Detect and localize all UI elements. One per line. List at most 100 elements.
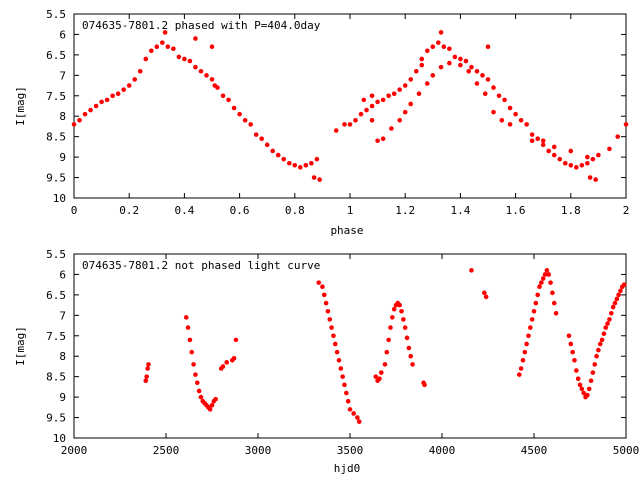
data-point — [546, 272, 552, 277]
data-point — [548, 280, 553, 285]
data-point — [99, 99, 104, 105]
data-point — [562, 160, 568, 166]
phased-points — [71, 30, 629, 182]
data-point — [165, 44, 171, 50]
data-point — [539, 280, 544, 285]
data-point — [540, 138, 546, 144]
phased-y-tick-label: 8 — [59, 110, 66, 123]
data-point — [419, 56, 425, 62]
data-point — [121, 87, 126, 92]
data-point — [375, 138, 380, 144]
unphased-y-tick-label: 7.5 — [46, 330, 66, 343]
data-point — [212, 83, 218, 88]
data-point — [466, 68, 471, 74]
phased-x-tick-label: 0.6 — [230, 204, 250, 217]
data-point — [410, 362, 415, 367]
data-point — [242, 118, 248, 123]
data-point — [146, 362, 151, 367]
data-point — [145, 366, 150, 371]
data-point — [237, 111, 242, 117]
data-point — [518, 366, 524, 371]
data-point — [463, 58, 469, 64]
data-point — [378, 370, 384, 375]
data-point — [316, 280, 322, 285]
data-point — [401, 317, 406, 322]
data-point — [332, 341, 338, 347]
data-point — [264, 142, 270, 148]
data-point — [347, 122, 353, 127]
data-point — [406, 345, 412, 351]
data-point — [77, 118, 82, 123]
unphased-x-tick-label: 3000 — [245, 444, 272, 457]
data-point — [388, 325, 393, 330]
data-point — [347, 407, 353, 412]
unphased-x-tick-label: 4500 — [521, 444, 548, 457]
data-point — [436, 40, 441, 45]
unphased-y-tick-label: 7 — [59, 309, 66, 322]
data-point — [132, 77, 138, 82]
data-point — [317, 177, 322, 182]
data-point — [590, 370, 596, 375]
data-point — [447, 60, 452, 66]
unphased-x-ticks: 2000 2500 3000 3500 4000 4500 5000 — [61, 254, 640, 457]
data-point — [193, 372, 198, 377]
unphased-x-tick-label: 3500 — [337, 444, 364, 457]
unphased-x-tick-label: 5000 — [613, 444, 640, 457]
data-point — [441, 44, 447, 50]
data-point — [544, 268, 550, 273]
data-point — [369, 93, 375, 99]
data-point — [518, 118, 524, 123]
data-point — [187, 337, 193, 343]
data-point — [231, 355, 237, 361]
data-point — [605, 321, 610, 326]
phased-y-ticks: 5.5 6 6.5 7 7.5 8 8.5 9 9.5 10 — [46, 8, 626, 205]
data-point — [402, 325, 408, 330]
data-point — [402, 83, 408, 88]
data-point — [496, 93, 502, 99]
data-point — [614, 296, 620, 302]
data-point — [546, 148, 552, 154]
data-point — [572, 358, 577, 363]
phased-x-tick-label: 1.2 — [395, 204, 415, 217]
phased-x-tick-label: 0 — [71, 204, 78, 217]
data-point — [615, 134, 621, 139]
data-point — [524, 341, 529, 347]
data-point — [551, 152, 557, 158]
phased-y-tick-label: 10 — [53, 192, 66, 205]
data-point — [148, 48, 154, 54]
data-point — [601, 331, 607, 337]
data-point — [154, 44, 160, 50]
data-point — [329, 325, 334, 330]
data-point — [592, 362, 598, 367]
data-point — [502, 97, 507, 103]
phased-y-tick-label: 6 — [59, 28, 66, 41]
data-point — [248, 122, 253, 127]
data-point — [298, 165, 303, 170]
data-point — [491, 85, 496, 90]
data-point — [207, 407, 213, 412]
phased-plot-frame — [73, 13, 627, 199]
data-point — [333, 128, 339, 133]
data-point — [209, 44, 215, 50]
data-point — [342, 382, 347, 388]
data-point — [355, 415, 360, 420]
data-point — [531, 308, 537, 314]
data-point — [499, 118, 505, 123]
phased-x-tick-label: 1.6 — [506, 204, 526, 217]
data-point — [596, 347, 601, 353]
data-point — [115, 91, 121, 97]
data-point — [483, 294, 489, 300]
data-point — [587, 175, 593, 180]
data-point — [603, 325, 609, 330]
data-point — [540, 276, 546, 281]
phased-x-tick-label: 1.4 — [450, 204, 470, 217]
data-point — [369, 103, 375, 109]
data-point — [570, 349, 575, 355]
data-point — [537, 284, 542, 290]
phased-y-tick-label: 9 — [59, 151, 66, 164]
data-point — [607, 317, 612, 322]
data-point — [557, 156, 563, 162]
data-point — [480, 73, 485, 78]
data-point — [209, 402, 215, 408]
data-point — [253, 132, 259, 137]
